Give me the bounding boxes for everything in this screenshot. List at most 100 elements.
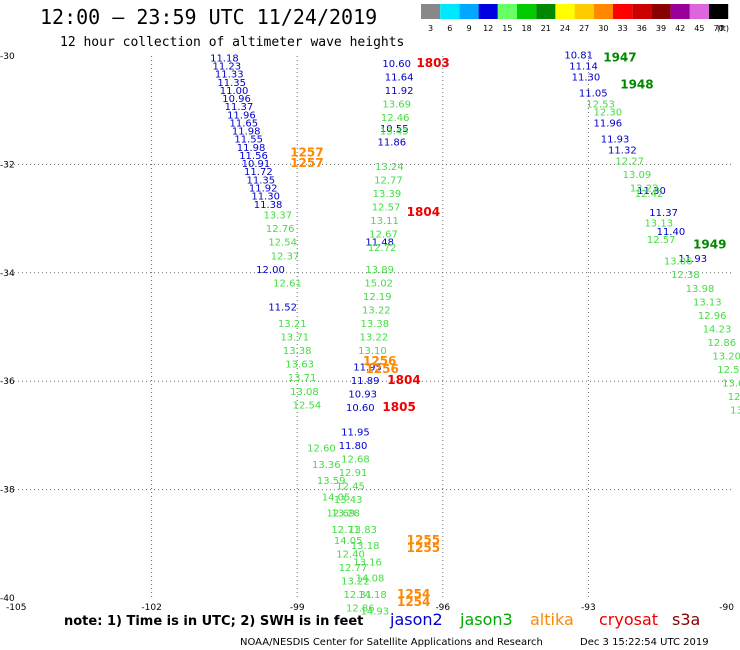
y-tick-label: -40 <box>0 594 15 604</box>
swh-value: 13.24 <box>375 162 404 173</box>
swh-value: 12.86 <box>346 604 375 615</box>
pass-time-label: 1256 <box>365 362 398 376</box>
swh-value: 12.71 <box>331 525 360 536</box>
colorbar-swatch <box>440 4 460 19</box>
swh-value: 14.08 <box>356 574 385 585</box>
y-tick-label: -32 <box>0 160 15 170</box>
swh-value: 13.22 <box>362 305 391 316</box>
swh-value: 13.20 <box>712 352 740 363</box>
swh-value: 11.98 <box>232 127 261 138</box>
swh-value: 11.00 <box>220 86 249 97</box>
colorbar-label: 6 <box>447 24 452 33</box>
swh-value: 11.72 <box>244 167 273 178</box>
swh-value: 10.91 <box>242 159 271 170</box>
pass-time-label: 1254 <box>397 587 430 601</box>
pass-time-label: 1804 <box>407 205 440 219</box>
y-tick-label: -34 <box>0 269 15 279</box>
swh-value: 13.39 <box>373 189 402 200</box>
swh-value: 12.31 <box>344 590 373 601</box>
swh-value: 13.18 <box>351 541 380 552</box>
swh-value: 12.54 <box>268 238 297 249</box>
swh-value: 11.14 <box>569 62 598 73</box>
swh-value: 12.69 <box>327 509 356 520</box>
satellite-legend: jason2 jason3 altika cryosat s3a <box>389 610 700 629</box>
colorbar-swatch <box>593 4 613 19</box>
colorbar-swatch <box>536 4 556 19</box>
colorbar-label: 18 <box>522 24 532 33</box>
swh-value: 12.58 <box>717 365 740 376</box>
colorbar-swatch <box>613 4 633 19</box>
swh-value: 12.30 <box>593 108 622 119</box>
colorbar-swatch <box>459 4 479 19</box>
legend-cryosat: cryosat <box>599 610 658 629</box>
legend-altika: altika <box>530 610 574 629</box>
colorbar-label: 36 <box>637 24 647 33</box>
colorbar-swatch <box>555 4 575 19</box>
swh-value: 11.37 <box>649 208 678 219</box>
swh-value: 13.83 <box>348 525 377 536</box>
swh-value: 13.16 <box>353 557 382 568</box>
x-tick-label: -90 <box>719 603 734 613</box>
swh-value: 11.55 <box>234 135 263 146</box>
swh-value: 11.98 <box>237 143 266 154</box>
footer-timestamp: Dec 3 15:22:54 UTC 2019 <box>580 637 709 648</box>
footer-note: note: 1) Time is in UTC; 2) SWH is in fe… <box>64 614 363 629</box>
colorbar-swatch <box>670 4 690 19</box>
swh-value: 13.38 <box>361 319 390 330</box>
y-tick-label: -36 <box>0 377 15 387</box>
swh-value: 11.30 <box>572 72 601 83</box>
swh-value: 13.71 <box>280 333 309 344</box>
colorbar-label: 12 <box>483 24 493 33</box>
pass-time-label: 1805 <box>382 400 415 414</box>
swh-value: 13.13 <box>644 219 673 230</box>
swh-value: 12.22 <box>630 184 659 195</box>
swh-value: 13.36 <box>312 460 341 471</box>
swh-value: 11.37 <box>225 102 254 113</box>
swh-value: 11.65 <box>229 118 258 129</box>
swh-value: 11.52 <box>268 303 297 314</box>
swh-value: 11.35 <box>217 78 246 89</box>
swh-value: 15.02 <box>364 278 393 289</box>
pass-time-label: 1256 <box>363 354 396 368</box>
swh-value: 12.00 <box>256 265 285 276</box>
swh-value: 11.35 <box>246 175 275 186</box>
colorbar-swatch <box>497 4 517 19</box>
y-tick-label: -38 <box>0 486 15 496</box>
swh-value: 12.42 <box>635 189 664 200</box>
swh-value: 13.38 <box>283 346 312 357</box>
swh-value: 10.60 <box>382 59 411 70</box>
swh-value: 11.30 <box>251 192 280 203</box>
colorbar-label: 42 <box>675 24 685 33</box>
swh-value: 11.93 <box>601 135 630 146</box>
pass-time-label: 1948 <box>620 78 653 92</box>
swh-value: 11.64 <box>385 72 414 83</box>
colorbar-label: 3 <box>428 24 433 33</box>
swh-value: 13.21 <box>278 319 307 330</box>
swh-value: 12.27 <box>615 156 644 167</box>
swh-value: 13.22 <box>341 576 370 587</box>
swh-value: 12.19 <box>363 292 392 303</box>
swh-value: 11.92 <box>249 184 278 195</box>
swh-value: 11.33 <box>215 70 244 81</box>
colorbar-label: 45 <box>694 24 704 33</box>
swh-value: 13.10 <box>358 346 387 357</box>
swh-value: 11.38 <box>254 200 283 211</box>
swh-value: 12.96 <box>698 311 727 322</box>
colorbar-label: 27 <box>579 24 589 33</box>
swh-value: 13.08 <box>290 387 319 398</box>
swh-value: 11.86 <box>378 137 407 148</box>
swh-value: 11.93 <box>678 254 707 265</box>
colorbar-swatch <box>478 4 498 19</box>
swh-value: 11.32 <box>608 146 637 157</box>
swh-value: 13.64 <box>722 379 740 390</box>
swh-value: 12.40 <box>336 549 365 560</box>
x-tick-label: -105 <box>6 603 26 613</box>
colorbar-label: 21 <box>541 24 551 33</box>
swh-value: 12.86 <box>708 338 737 349</box>
swh-value: 13.09 <box>623 170 652 181</box>
swh-value: 11.96 <box>227 110 256 121</box>
swh-value: 12.5 <box>728 392 740 403</box>
swh-value: 12.67 <box>369 230 398 241</box>
swh-value: 13.3 <box>730 406 740 417</box>
